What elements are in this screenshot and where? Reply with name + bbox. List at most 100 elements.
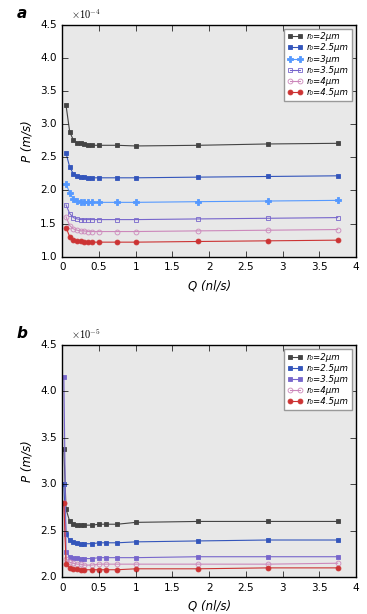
r₀=3.5μm [266, 214, 270, 222]
r₀=2μm [196, 142, 200, 149]
Text: $\times 10^{-5}$: $\times 10^{-5}$ [71, 328, 101, 341]
r₀=2.5μm [71, 538, 76, 546]
r₀=2.5μm [104, 539, 109, 546]
r₀=2μm [71, 136, 76, 144]
r₀=3μm [97, 199, 101, 206]
r₀=4.5μm [266, 237, 270, 244]
r₀=4μm [266, 561, 270, 568]
r₀=2μm [97, 142, 101, 149]
r₀=2μm [134, 142, 138, 150]
Line: r₀=4μm: r₀=4μm [61, 500, 340, 567]
Legend: r₀=2μm, r₀=2.5μm, r₀=3μm, r₀=3.5μm, r₀=4μm, r₀=4.5μm: r₀=2μm, r₀=2.5μm, r₀=3μm, r₀=3.5μm, r₀=4… [284, 29, 352, 101]
r₀=4μm [134, 561, 138, 568]
r₀=2μm [71, 521, 76, 528]
r₀=3.5μm [79, 555, 83, 562]
r₀=4.5μm [266, 564, 270, 572]
r₀=4μm [97, 561, 101, 568]
r₀=2μm [82, 140, 87, 147]
r₀=2μm [266, 518, 270, 525]
r₀=3.5μm [196, 553, 200, 561]
r₀=3μm [64, 180, 68, 187]
r₀=2.5μm [90, 540, 94, 548]
r₀=4μm [82, 227, 87, 235]
Line: r₀=2.5μm: r₀=2.5μm [63, 151, 340, 181]
r₀=3.5μm [75, 216, 79, 223]
r₀=3.5μm [115, 554, 120, 561]
r₀=2.5μm [62, 481, 66, 488]
r₀=4.5μm [71, 565, 76, 572]
Line: r₀=4μm: r₀=4μm [63, 214, 340, 234]
r₀=4μm [79, 227, 83, 235]
r₀=2μm [64, 102, 68, 109]
r₀=3.5μm [115, 216, 120, 223]
r₀=2μm [75, 139, 79, 146]
r₀=2μm [62, 445, 66, 453]
r₀=4.5μm [62, 499, 66, 507]
r₀=4μm [104, 561, 109, 568]
r₀=2.5μm [115, 174, 120, 182]
r₀=4.5μm [86, 238, 90, 246]
Line: r₀=3.5μm: r₀=3.5μm [61, 375, 340, 561]
r₀=2.5μm [68, 163, 72, 171]
r₀=3.5μm [104, 554, 109, 561]
r₀=3.5μm [64, 548, 68, 556]
r₀=2.5μm [335, 172, 340, 179]
r₀=2μm [115, 142, 120, 149]
r₀=4.5μm [71, 236, 76, 244]
r₀=4μm [68, 222, 72, 229]
r₀=2.5μm [86, 174, 90, 182]
r₀=2.5μm [64, 150, 68, 157]
r₀=3.5μm [134, 216, 138, 223]
r₀=4.5μm [64, 224, 68, 231]
r₀=4.5μm [115, 566, 120, 573]
r₀=2.5μm [75, 539, 79, 546]
r₀=3.5μm [90, 555, 94, 562]
Text: a: a [17, 6, 27, 21]
r₀=4.5μm [134, 238, 138, 246]
r₀=2.5μm [196, 173, 200, 181]
r₀=2.5μm [90, 174, 94, 182]
r₀=2.5μm [82, 173, 87, 181]
Y-axis label: P (m/s): P (m/s) [20, 440, 33, 482]
Line: r₀=3μm: r₀=3μm [63, 181, 341, 205]
r₀=3.5μm [68, 210, 72, 217]
r₀=4μm [196, 227, 200, 235]
r₀=4μm [79, 561, 83, 568]
r₀=4.5μm [115, 238, 120, 246]
r₀=3.5μm [71, 214, 76, 221]
r₀=4.5μm [104, 566, 109, 573]
r₀=4μm [97, 228, 101, 235]
Line: r₀=2μm: r₀=2μm [61, 446, 340, 527]
r₀=3.5μm [68, 553, 72, 561]
r₀=4.5μm [196, 238, 200, 245]
r₀=4μm [68, 559, 72, 566]
r₀=4μm [62, 499, 66, 507]
r₀=2.5μm [134, 174, 138, 182]
r₀=4.5μm [68, 233, 72, 241]
r₀=4μm [335, 559, 340, 567]
r₀=4μm [75, 227, 79, 234]
r₀=2μm [90, 142, 94, 149]
r₀=3.5μm [75, 554, 79, 561]
r₀=2.5μm [115, 539, 120, 546]
r₀=2.5μm [134, 538, 138, 546]
r₀=3.5μm [196, 216, 200, 223]
r₀=2.5μm [79, 540, 83, 548]
r₀=4.5μm [68, 564, 72, 572]
r₀=3.5μm [97, 554, 101, 561]
r₀=2μm [64, 506, 68, 513]
r₀=2.5μm [196, 537, 200, 545]
r₀=4μm [115, 228, 120, 235]
r₀=4.5μm [97, 566, 101, 573]
r₀=4.5μm [90, 238, 94, 246]
r₀=3μm [82, 199, 87, 206]
r₀=3.5μm [82, 555, 87, 562]
r₀=4μm [115, 561, 120, 568]
r₀=2.5μm [266, 536, 270, 543]
r₀=2μm [335, 139, 340, 147]
r₀=4μm [134, 228, 138, 235]
r₀=2μm [68, 128, 72, 136]
r₀=3.5μm [64, 201, 68, 209]
r₀=2.5μm [335, 536, 340, 543]
r₀=4.5μm [82, 238, 87, 246]
